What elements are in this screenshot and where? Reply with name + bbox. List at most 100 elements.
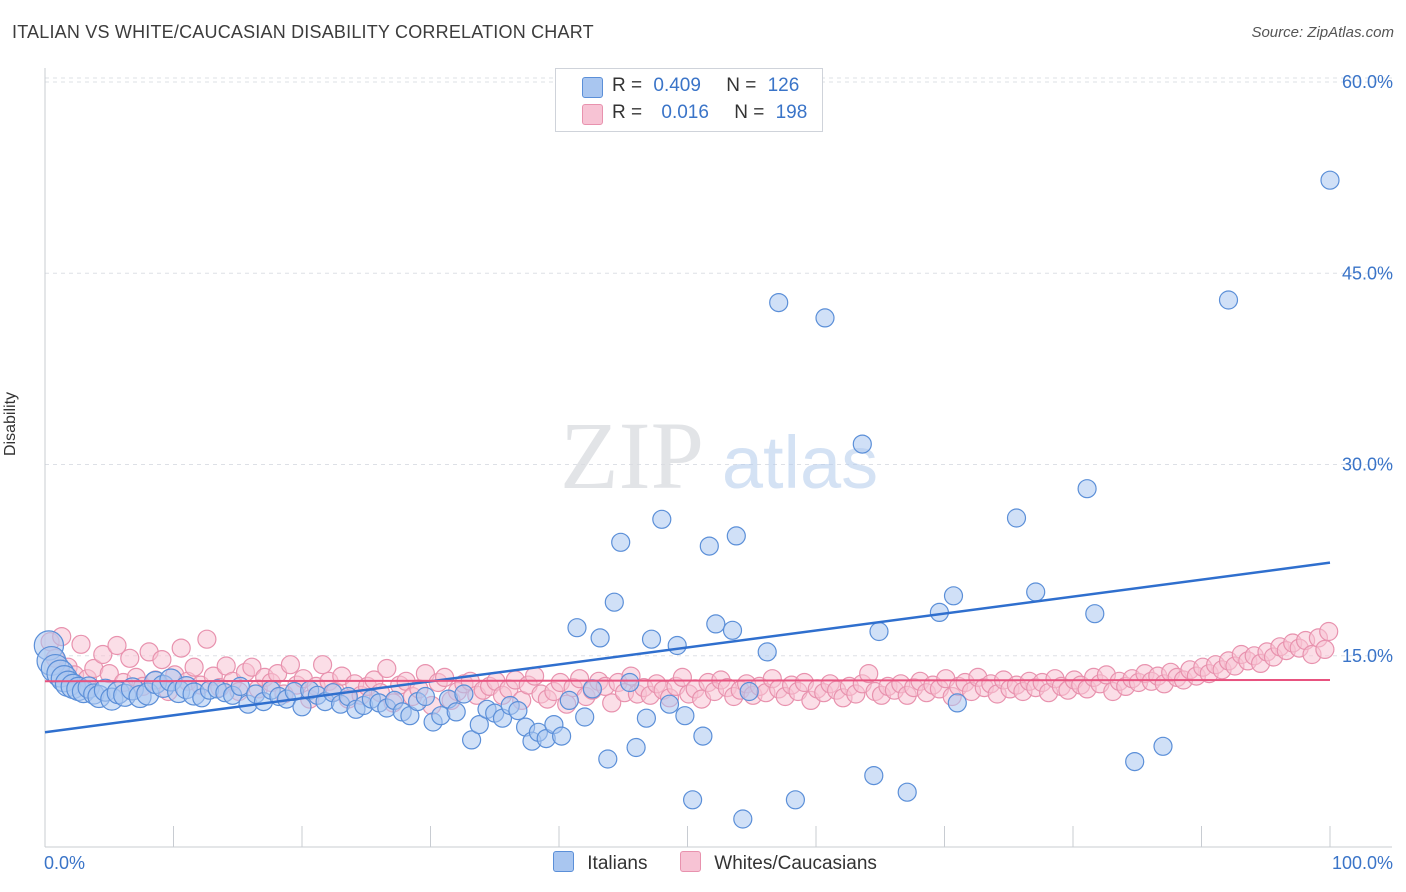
y-tick-label: 60.0% (1342, 72, 1393, 92)
italians-point (652, 509, 672, 529)
italians-point (1006, 508, 1027, 528)
n-value: 126 (767, 75, 800, 96)
italians-point (659, 694, 680, 714)
legend-swatch-italians (553, 851, 574, 872)
italians-point (462, 730, 482, 750)
italians-point (454, 684, 474, 704)
source-label: Source: ZipAtlas.com (1251, 24, 1394, 41)
italians-point (726, 526, 746, 546)
stats-legend: R = 0.409 N = 126 R = 0.016 N = 198 (555, 68, 823, 132)
italians-trend-line (44, 561, 1331, 734)
italians-point (739, 681, 759, 702)
italians-point (1218, 290, 1239, 310)
legend-swatch-whites (582, 104, 603, 125)
whites-point (197, 629, 217, 649)
italians-point (508, 700, 528, 721)
y-axis-label: Disability (2, 391, 19, 456)
stats-row-italians: R = 0.409 N = 126 (612, 75, 799, 99)
italians-point (626, 737, 646, 758)
italians-point (292, 697, 312, 717)
italians-point (559, 690, 579, 711)
series-italians (33, 170, 1340, 829)
whites-point (152, 649, 172, 670)
tick-labels: 15.0% 30.0% 45.0% 60.0% 0.0% 100.0% (44, 72, 1393, 873)
whites-point (280, 655, 300, 675)
italians-point (869, 621, 889, 642)
x-tick-label: 0.0% (44, 853, 85, 873)
trend-lines (44, 561, 1331, 734)
legend-label-whites: Whites/Caucasians (714, 853, 877, 874)
italians-point (1153, 736, 1173, 756)
italians-point (590, 628, 610, 648)
italians-point (641, 629, 662, 649)
watermark-atlas: atlas (722, 421, 878, 504)
watermark: ZIP atlas (560, 402, 878, 509)
whites-point (171, 638, 191, 658)
whites-point (524, 666, 545, 686)
italians-point (722, 620, 743, 640)
italians-point (852, 434, 872, 454)
italians-point (667, 635, 687, 656)
whites-point (602, 693, 622, 713)
n-label: N = (734, 102, 765, 123)
italians-point (682, 790, 703, 810)
n-label: N = (726, 75, 757, 96)
legend-label-italians: Italians (587, 853, 648, 874)
r-value: 0.409 (653, 75, 701, 96)
italians-point (706, 614, 726, 634)
whites-point (859, 663, 879, 684)
watermark-zip: ZIP (560, 402, 704, 509)
italians-point (785, 790, 806, 810)
italians-point (675, 706, 695, 726)
italians-point (1026, 582, 1046, 602)
italians-point (1077, 479, 1097, 499)
gridlines (45, 77, 1392, 657)
stats-row-whites: R = 0.016 N = 198 (612, 102, 807, 126)
whites-point (569, 669, 590, 689)
x-tick-label: 100.0% (1332, 853, 1393, 873)
italians-point (611, 532, 631, 552)
italians-point (699, 536, 719, 556)
whites-point (313, 655, 333, 675)
whites-point (435, 667, 455, 688)
italians-point (757, 642, 777, 662)
italians-point (1125, 751, 1145, 772)
italians-point (620, 672, 640, 693)
whites-point (1315, 639, 1335, 660)
n-value: 198 (775, 102, 808, 123)
whites-point (107, 635, 127, 656)
whites-point (242, 657, 262, 677)
legend-item-whites: Whites/Caucasians (680, 851, 877, 875)
whites-point (120, 648, 140, 668)
r-label: R = (612, 102, 643, 123)
r-value: 0.016 (661, 102, 709, 123)
whites-point (184, 657, 204, 677)
whites-point (1319, 621, 1339, 642)
r-label: R = (612, 75, 643, 96)
whites-trend-line (44, 678, 1331, 683)
italians-point (567, 618, 587, 638)
whites-point (71, 634, 91, 654)
whites-point (93, 644, 113, 665)
legend-swatch-whites (680, 851, 701, 872)
italians-point (415, 686, 435, 707)
italians-point (446, 702, 466, 722)
legend-item-italians: Italians (553, 851, 647, 875)
italians-point (551, 726, 572, 746)
italians-point (769, 293, 789, 313)
italians-point (575, 707, 595, 727)
italians-point (604, 592, 624, 612)
italians-point (815, 308, 835, 328)
italians-point (1085, 604, 1105, 624)
italians-point (947, 693, 967, 713)
axes (44, 68, 1392, 848)
italians-point (897, 782, 917, 802)
italians-point (733, 809, 753, 829)
italians-point (864, 765, 884, 786)
italians-point (582, 679, 603, 699)
italians-point (943, 586, 964, 606)
whites-point (672, 667, 693, 688)
italians-point (693, 726, 713, 746)
y-tick-label: 45.0% (1342, 263, 1393, 283)
